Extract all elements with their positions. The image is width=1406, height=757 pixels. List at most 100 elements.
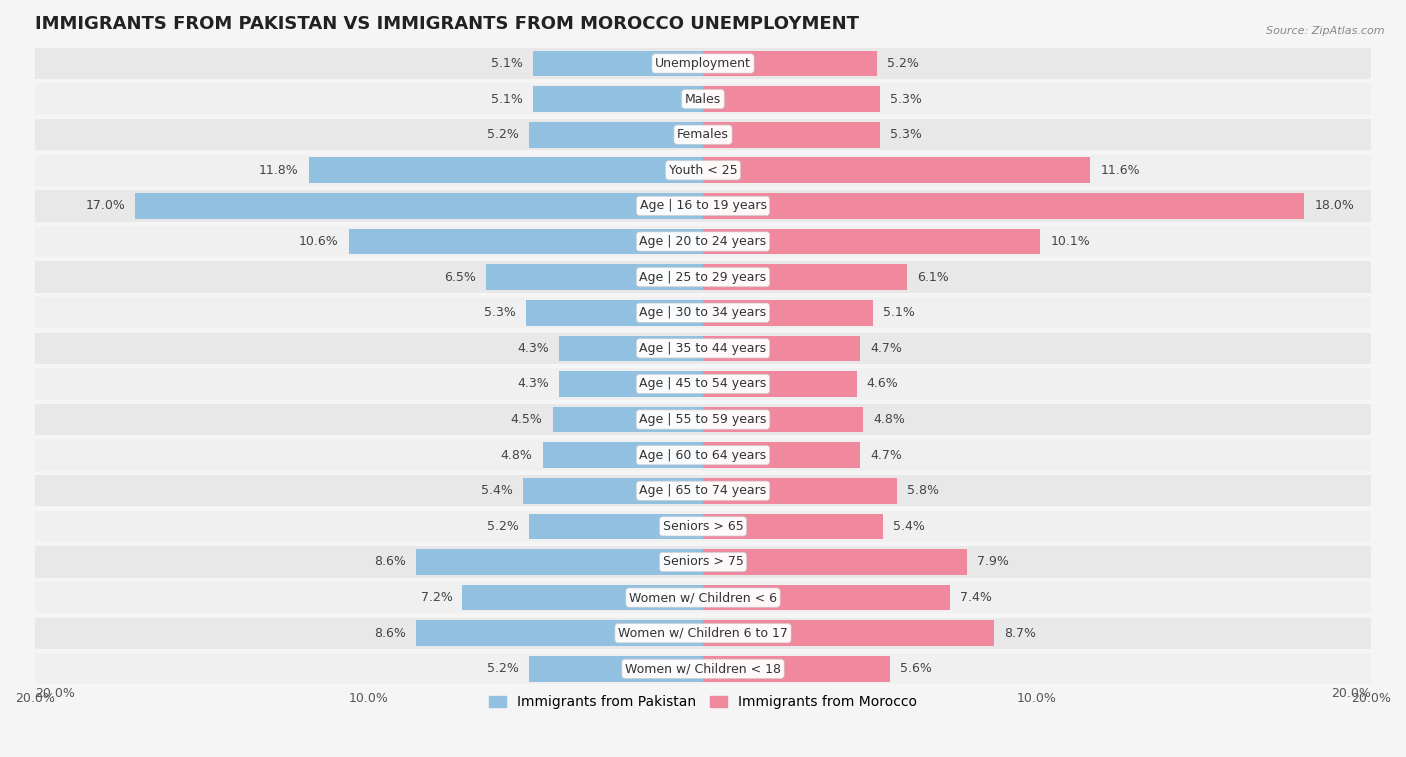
Bar: [35, 261, 1371, 293]
Bar: [560, 371, 703, 397]
Bar: [416, 549, 703, 575]
Text: 20.0%: 20.0%: [35, 687, 75, 699]
Text: Women w/ Children < 6: Women w/ Children < 6: [628, 591, 778, 604]
Bar: [703, 407, 863, 432]
Text: Source: ZipAtlas.com: Source: ZipAtlas.com: [1267, 26, 1385, 36]
Text: Females: Females: [678, 128, 728, 142]
Bar: [35, 475, 1371, 506]
Text: Women w/ Children 6 to 17: Women w/ Children 6 to 17: [619, 627, 787, 640]
Bar: [463, 584, 703, 610]
Text: 11.6%: 11.6%: [1101, 164, 1140, 177]
Bar: [35, 653, 1371, 684]
Text: 5.2%: 5.2%: [488, 128, 519, 142]
Text: 5.2%: 5.2%: [887, 57, 918, 70]
Text: 4.3%: 4.3%: [517, 342, 550, 355]
Text: 8.6%: 8.6%: [374, 627, 406, 640]
Bar: [35, 547, 1371, 578]
Text: Males: Males: [685, 92, 721, 105]
Legend: Immigrants from Pakistan, Immigrants from Morocco: Immigrants from Pakistan, Immigrants fro…: [484, 690, 922, 715]
Bar: [703, 157, 1091, 183]
Text: 5.8%: 5.8%: [907, 484, 939, 497]
Bar: [529, 656, 703, 681]
Text: 6.5%: 6.5%: [444, 270, 475, 284]
Bar: [526, 300, 703, 326]
Bar: [35, 190, 1371, 222]
Text: 5.1%: 5.1%: [883, 307, 915, 319]
Bar: [309, 157, 703, 183]
Text: Age | 30 to 34 years: Age | 30 to 34 years: [640, 307, 766, 319]
Text: 11.8%: 11.8%: [259, 164, 299, 177]
Text: 4.8%: 4.8%: [873, 413, 905, 426]
Bar: [486, 264, 703, 290]
Text: 10.1%: 10.1%: [1050, 235, 1090, 248]
Bar: [35, 368, 1371, 400]
Bar: [529, 122, 703, 148]
Text: Age | 65 to 74 years: Age | 65 to 74 years: [640, 484, 766, 497]
Bar: [35, 83, 1371, 115]
Text: 4.8%: 4.8%: [501, 449, 533, 462]
Bar: [35, 48, 1371, 79]
Bar: [349, 229, 703, 254]
Text: 5.4%: 5.4%: [481, 484, 513, 497]
Text: 5.2%: 5.2%: [488, 662, 519, 675]
Text: 4.7%: 4.7%: [870, 449, 901, 462]
Text: 4.7%: 4.7%: [870, 342, 901, 355]
Text: 5.1%: 5.1%: [491, 57, 523, 70]
Bar: [135, 193, 703, 219]
Text: Age | 16 to 19 years: Age | 16 to 19 years: [640, 199, 766, 213]
Text: Seniors > 65: Seniors > 65: [662, 520, 744, 533]
Bar: [35, 440, 1371, 471]
Bar: [560, 335, 703, 361]
Bar: [703, 371, 856, 397]
Text: Age | 25 to 29 years: Age | 25 to 29 years: [640, 270, 766, 284]
Bar: [35, 511, 1371, 542]
Bar: [703, 656, 890, 681]
Bar: [703, 193, 1305, 219]
Bar: [703, 264, 907, 290]
Text: 5.4%: 5.4%: [893, 520, 925, 533]
Bar: [703, 300, 873, 326]
Text: 4.6%: 4.6%: [866, 378, 898, 391]
Text: Age | 45 to 54 years: Age | 45 to 54 years: [640, 378, 766, 391]
Bar: [703, 442, 860, 468]
Bar: [35, 332, 1371, 364]
Bar: [35, 618, 1371, 649]
Text: Youth < 25: Youth < 25: [669, 164, 737, 177]
Bar: [703, 513, 883, 539]
Bar: [553, 407, 703, 432]
Text: Age | 35 to 44 years: Age | 35 to 44 years: [640, 342, 766, 355]
Bar: [703, 51, 877, 76]
Bar: [523, 478, 703, 503]
Bar: [703, 335, 860, 361]
Text: 5.2%: 5.2%: [488, 520, 519, 533]
Bar: [35, 297, 1371, 329]
Text: 7.4%: 7.4%: [960, 591, 993, 604]
Text: 6.1%: 6.1%: [917, 270, 949, 284]
Text: Women w/ Children < 18: Women w/ Children < 18: [626, 662, 780, 675]
Text: Unemployment: Unemployment: [655, 57, 751, 70]
Bar: [703, 549, 967, 575]
Text: 7.9%: 7.9%: [977, 556, 1008, 569]
Text: 17.0%: 17.0%: [86, 199, 125, 213]
Bar: [703, 621, 994, 646]
Text: Age | 60 to 64 years: Age | 60 to 64 years: [640, 449, 766, 462]
Text: 8.7%: 8.7%: [1004, 627, 1036, 640]
Text: 5.3%: 5.3%: [484, 307, 516, 319]
Bar: [703, 478, 897, 503]
Bar: [35, 154, 1371, 186]
Bar: [703, 584, 950, 610]
Text: Seniors > 75: Seniors > 75: [662, 556, 744, 569]
Text: 8.6%: 8.6%: [374, 556, 406, 569]
Text: 5.3%: 5.3%: [890, 92, 922, 105]
Text: Age | 20 to 24 years: Age | 20 to 24 years: [640, 235, 766, 248]
Bar: [703, 86, 880, 112]
Text: 10.6%: 10.6%: [299, 235, 339, 248]
Bar: [703, 122, 880, 148]
Text: 5.3%: 5.3%: [890, 128, 922, 142]
Text: 4.3%: 4.3%: [517, 378, 550, 391]
Bar: [533, 86, 703, 112]
Bar: [35, 226, 1371, 257]
Text: 5.6%: 5.6%: [900, 662, 932, 675]
Text: 4.5%: 4.5%: [510, 413, 543, 426]
Text: 18.0%: 18.0%: [1315, 199, 1354, 213]
